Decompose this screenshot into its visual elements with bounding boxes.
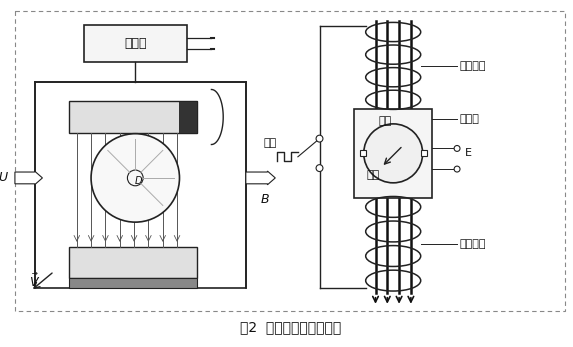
Text: 流速: 流速 bbox=[367, 170, 380, 180]
Bar bbox=[84, 25, 187, 62]
Bar bbox=[360, 150, 366, 156]
Circle shape bbox=[91, 134, 179, 222]
Bar bbox=[421, 150, 427, 156]
Bar bbox=[69, 101, 197, 133]
Circle shape bbox=[454, 166, 460, 172]
Bar bbox=[69, 278, 197, 288]
Circle shape bbox=[316, 165, 323, 171]
Bar bbox=[354, 109, 433, 197]
Circle shape bbox=[316, 135, 323, 142]
Bar bbox=[69, 247, 197, 278]
Text: E: E bbox=[465, 149, 472, 158]
Text: $\vec{V}$: $\vec{V}$ bbox=[29, 272, 40, 290]
FancyArrow shape bbox=[15, 171, 42, 185]
Text: U: U bbox=[0, 171, 7, 184]
Text: 方波: 方波 bbox=[264, 137, 277, 147]
Text: 电极: 电极 bbox=[379, 116, 392, 126]
FancyArrow shape bbox=[246, 171, 275, 185]
Text: D: D bbox=[135, 176, 142, 186]
Text: 图2  电磁流量计工作原理: 图2 电磁流量计工作原理 bbox=[241, 320, 342, 334]
Text: 测量管: 测量管 bbox=[459, 114, 479, 124]
Text: 励磁线圈: 励磁线圈 bbox=[459, 61, 485, 71]
Bar bbox=[34, 82, 246, 288]
Text: 励磁线圈: 励磁线圈 bbox=[459, 239, 485, 249]
Bar bbox=[179, 101, 197, 133]
Text: B: B bbox=[261, 193, 269, 206]
Circle shape bbox=[454, 145, 460, 151]
Text: 转换器: 转换器 bbox=[124, 37, 147, 50]
Circle shape bbox=[364, 124, 423, 183]
